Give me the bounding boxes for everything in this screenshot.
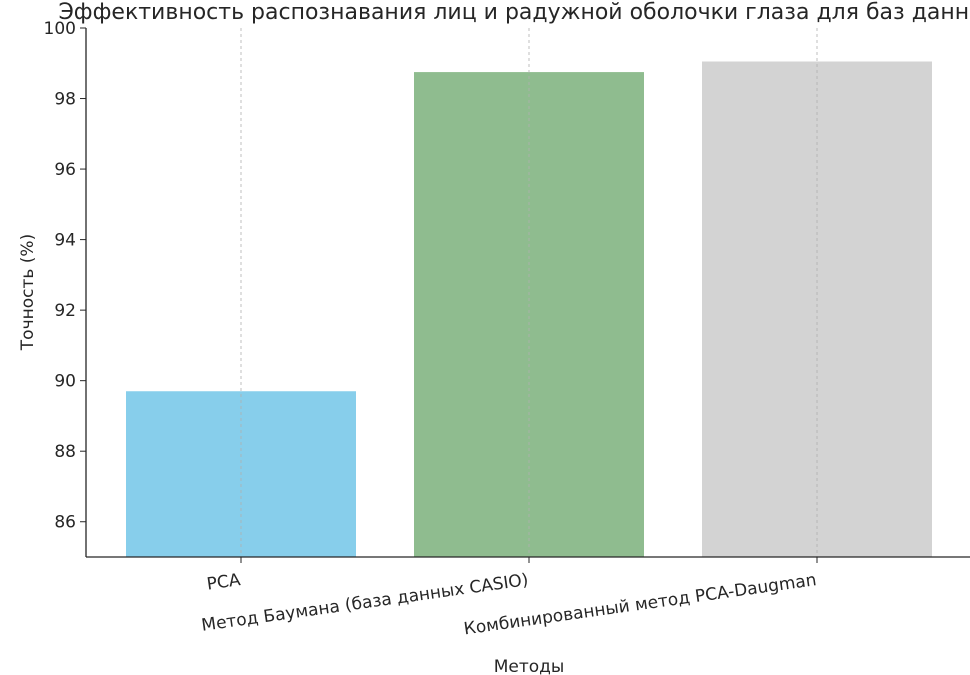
bars [126, 61, 932, 558]
bar-3 [702, 61, 932, 558]
y-axis-label: Точность (%) [18, 234, 38, 351]
gridlines [240, 28, 818, 557]
y-tick-label-94: 94 [54, 231, 76, 251]
y-tick-label-96: 96 [54, 160, 76, 180]
y-axis-ticks: 86 88 90 92 94 96 98 100 [44, 19, 86, 533]
chart-title: Эффективность распознавания лиц и радужн… [58, 0, 970, 25]
y-tick-label-90: 90 [54, 372, 76, 392]
x-tick-label-1: PCA [205, 570, 242, 595]
y-tick-label-92: 92 [54, 301, 76, 321]
y-tick-label-98: 98 [54, 90, 76, 110]
y-tick-label-88: 88 [54, 442, 76, 462]
x-axis-label: Методы [494, 657, 565, 675]
y-tick-label-86: 86 [54, 513, 76, 533]
bar-2 [414, 72, 644, 557]
y-tick-label-100: 100 [44, 19, 76, 39]
